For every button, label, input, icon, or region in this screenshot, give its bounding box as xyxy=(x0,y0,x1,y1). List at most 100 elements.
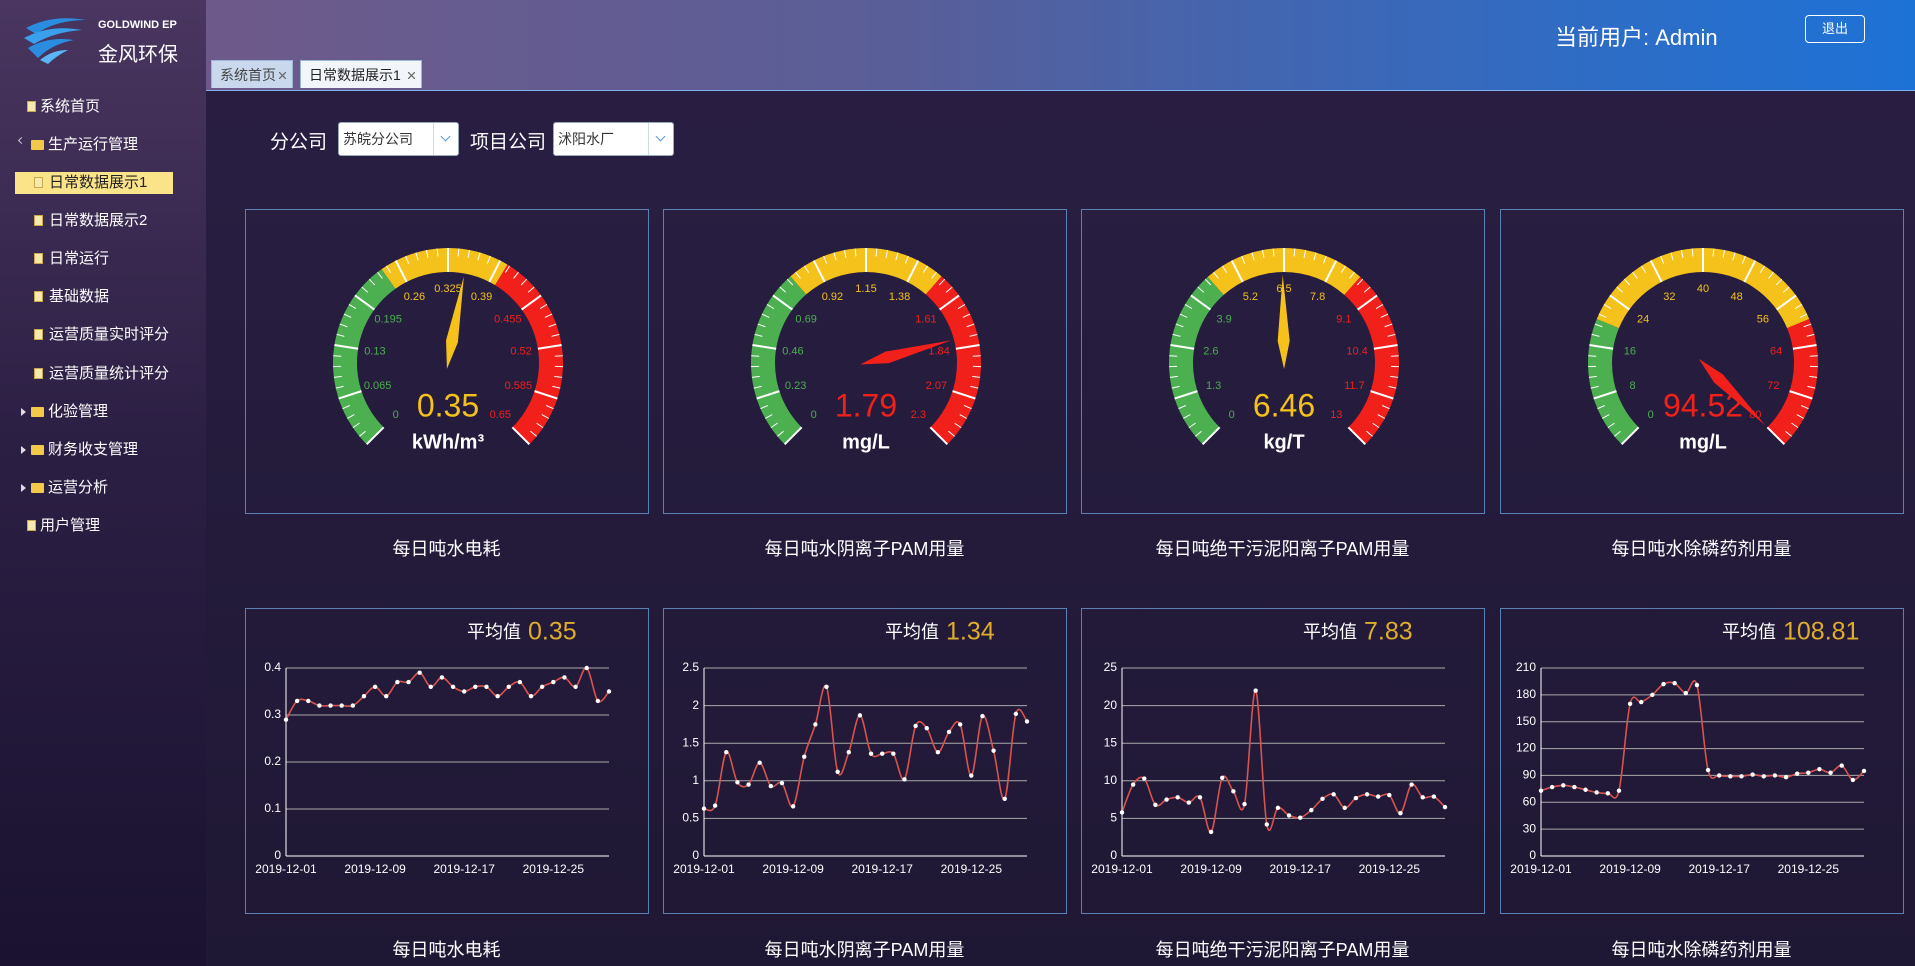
minor-tick xyxy=(770,422,778,429)
tab-close[interactable] xyxy=(408,72,415,79)
minor-tick xyxy=(754,333,763,337)
minor-tick xyxy=(1691,248,1694,257)
data-point xyxy=(1442,804,1448,810)
data-point xyxy=(1231,789,1236,794)
x-tick-label: 2019-12-01 xyxy=(1091,862,1153,876)
minor-tick xyxy=(1251,252,1255,261)
minor-tick xyxy=(504,265,511,273)
minor-tick xyxy=(1178,405,1186,410)
major-tick xyxy=(752,344,777,350)
minor-tick xyxy=(1807,385,1816,389)
y-tick-label: 0 xyxy=(1110,848,1117,862)
logout-button[interactable]: 退出 xyxy=(1805,15,1865,43)
minor-tick xyxy=(513,271,519,279)
gauge-tick-label: 5.2 xyxy=(1243,291,1258,303)
menu-item[interactable]: 日常数据展示1 xyxy=(15,172,173,194)
major-tick xyxy=(1789,390,1813,400)
menu-item[interactable]: 用户管理 xyxy=(40,517,101,534)
tab[interactable]: 系统首页 xyxy=(211,60,293,88)
menu-item[interactable]: 日常数据展示2 xyxy=(49,212,148,229)
minor-tick xyxy=(1363,286,1371,293)
select[interactable]: 苏皖分公司 xyxy=(338,122,459,156)
data-point xyxy=(1208,829,1214,835)
minor-tick xyxy=(1782,286,1790,293)
panel-border xyxy=(1081,209,1485,514)
minor-tick xyxy=(467,249,471,258)
minor-tick xyxy=(1590,385,1599,389)
minor-tick xyxy=(795,271,801,279)
menu-item[interactable]: 运营质量实时评分 xyxy=(49,326,170,343)
gauge-unit: kWh/m³ xyxy=(412,431,485,453)
line-panel: 平均值 1.34 0 0.5 1 1.5 2 2.5 2019-12-01 2019-12-09 2… xyxy=(663,608,1067,960)
summary-value: 0.35 xyxy=(528,618,577,646)
data-point xyxy=(779,780,785,786)
data-point xyxy=(802,754,807,759)
data-point xyxy=(824,684,829,689)
minor-tick xyxy=(1380,313,1389,318)
minor-tick xyxy=(1204,278,1212,286)
minor-tick xyxy=(777,430,784,437)
minor-tick xyxy=(1375,304,1384,309)
tab[interactable]: 日常数据展示1 xyxy=(300,60,422,88)
tab-label: 系统首页 xyxy=(220,67,276,83)
minor-tick xyxy=(1293,248,1296,257)
data-point xyxy=(428,684,433,689)
minor-tick xyxy=(904,255,909,264)
menu-item[interactable]: 化验管理 xyxy=(48,403,109,420)
data-point xyxy=(1320,796,1325,802)
menu-item[interactable]: 财务收支管理 xyxy=(48,441,139,458)
minor-tick xyxy=(1791,422,1799,429)
data-point xyxy=(1002,796,1007,802)
data-point xyxy=(790,804,796,809)
select-value: 沭阳水厂 xyxy=(558,131,614,147)
gauge-tick-label: 0.92 xyxy=(822,291,843,303)
minor-tick xyxy=(1607,422,1615,429)
gauge-band xyxy=(1344,276,1399,445)
data-point xyxy=(1794,771,1800,776)
minor-tick xyxy=(1785,430,1792,437)
major-tick xyxy=(334,344,359,350)
gauge-tick-label: 32 xyxy=(1663,291,1675,303)
chart-title: 每日吨水电耗 xyxy=(393,940,501,960)
tab-close[interactable] xyxy=(279,72,286,79)
x-tick-label: 2019-12-25 xyxy=(523,862,585,876)
doc-icon xyxy=(27,101,36,112)
minor-tick xyxy=(843,249,847,258)
gauge-band xyxy=(1767,318,1818,445)
minor-tick xyxy=(1680,249,1684,258)
data-point xyxy=(1694,682,1700,688)
minor-tick xyxy=(333,355,342,357)
folder-icon xyxy=(31,445,44,455)
data-point xyxy=(439,675,445,680)
menu-item[interactable]: 系统首页 xyxy=(40,98,101,115)
minor-tick xyxy=(1796,414,1805,419)
gauge-band xyxy=(333,269,396,445)
doc-icon xyxy=(34,368,43,379)
minor-tick xyxy=(1182,414,1191,419)
menu-item[interactable]: 日常运行 xyxy=(49,250,110,267)
minor-tick xyxy=(1272,248,1275,257)
menu-item[interactable]: 运营质量统计评分 xyxy=(49,365,170,382)
gauge-tick-label: 64 xyxy=(1770,345,1782,357)
minor-tick xyxy=(1803,323,1812,328)
minor-tick xyxy=(1171,385,1180,389)
gauge-tick-label: 0.65 xyxy=(490,409,511,421)
minor-tick xyxy=(1387,333,1396,337)
minor-tick xyxy=(823,255,828,264)
data-point xyxy=(757,760,762,765)
minor-tick xyxy=(536,422,544,429)
menu-item[interactable]: 基础数据 xyxy=(49,288,110,305)
gauge-tick-label: 0.13 xyxy=(364,345,385,357)
y-tick-label: 30 xyxy=(1523,821,1537,835)
minor-tick xyxy=(1614,430,1621,437)
menu-item[interactable]: 生产运行管理 xyxy=(48,136,139,153)
doc-icon xyxy=(34,215,43,226)
minor-tick xyxy=(1390,375,1399,378)
select[interactable]: 沭阳水厂 xyxy=(553,122,674,156)
data-point xyxy=(1024,719,1030,724)
y-tick-label: 90 xyxy=(1523,768,1537,782)
data-line xyxy=(1121,689,1446,833)
data-point xyxy=(1286,813,1292,818)
menu-item[interactable]: 运营分析 xyxy=(48,479,109,496)
x-tick-label: 2019-12-01 xyxy=(673,862,735,876)
